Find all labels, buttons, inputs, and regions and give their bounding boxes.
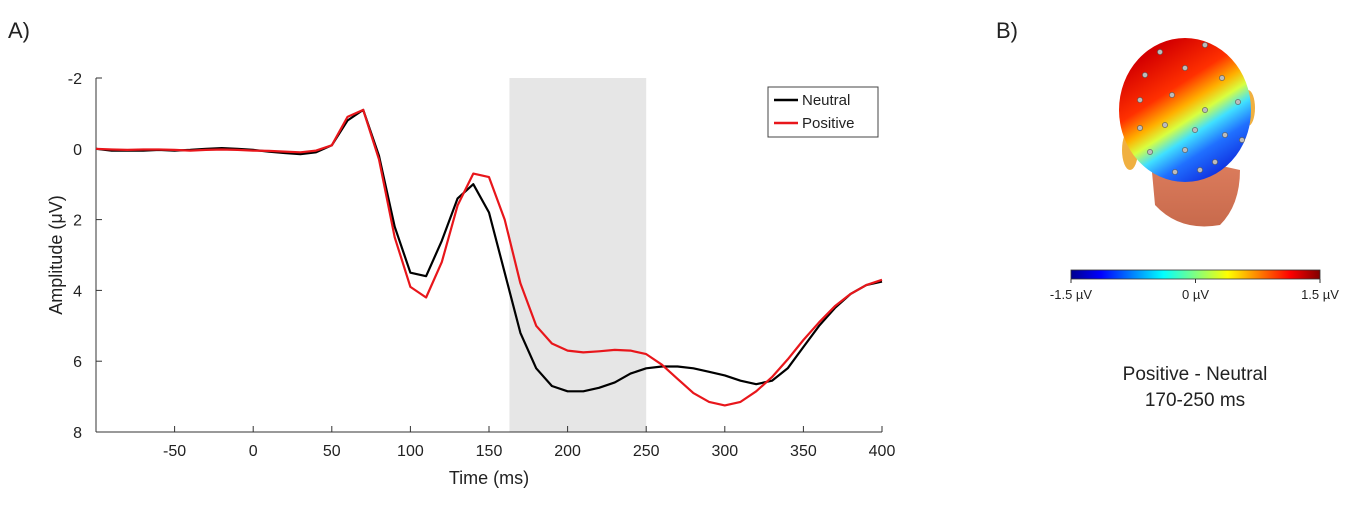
- x-tick-label: 350: [790, 443, 817, 460]
- electrode: [1137, 125, 1143, 131]
- x-tick-label: 0: [249, 443, 258, 460]
- x-tick-label: 400: [869, 443, 896, 460]
- shaded-window: [509, 78, 647, 432]
- x-tick-label: 300: [711, 443, 738, 460]
- y-tick-label: 4: [73, 283, 82, 300]
- panel-label: B): [996, 18, 1018, 43]
- y-tick-label: 2: [73, 213, 82, 230]
- x-tick-label: 200: [554, 443, 581, 460]
- electrode: [1142, 72, 1148, 78]
- electrode: [1137, 97, 1143, 103]
- electrode: [1182, 65, 1188, 71]
- electrode: [1182, 147, 1188, 153]
- legend-box: [767, 86, 879, 138]
- colorbar-tick-label: 0 µV: [1182, 287, 1209, 302]
- legend-label: Neutral: [802, 92, 850, 109]
- electrode: [1147, 149, 1153, 155]
- electrode: [1169, 92, 1175, 98]
- electrode: [1192, 127, 1198, 133]
- colorbar-tick-label: -1.5 µV: [1050, 287, 1093, 302]
- electrode: [1202, 42, 1208, 48]
- colorbar-tick-label: 1.5 µV: [1301, 287, 1339, 302]
- x-tick-label: 50: [323, 443, 341, 460]
- caption: 170-250 ms: [1145, 390, 1245, 411]
- electrode: [1212, 159, 1218, 165]
- colorbar: [1070, 269, 1321, 280]
- electrodes: [1137, 42, 1245, 175]
- electrode: [1222, 132, 1228, 138]
- electrode: [1157, 49, 1163, 55]
- y-tick-label: 8: [73, 425, 82, 442]
- y-tick-label: 0: [73, 142, 82, 159]
- x-tick-label: 100: [397, 443, 424, 460]
- x-tick-label: -50: [163, 443, 186, 460]
- x-tick-label: 150: [476, 443, 503, 460]
- scalp: [1119, 38, 1251, 182]
- electrode: [1197, 167, 1203, 173]
- electrode: [1172, 169, 1178, 175]
- head: [1119, 38, 1255, 227]
- electrode: [1219, 75, 1225, 81]
- series-line: [95, 108, 883, 407]
- y-axis-label: Amplitude (μV): [46, 195, 66, 314]
- y-tick-label: -2: [68, 71, 82, 88]
- y-tick-label: 6: [73, 354, 82, 371]
- legend-label: Positive: [802, 115, 855, 132]
- series-line: [95, 108, 883, 393]
- electrode: [1162, 122, 1168, 128]
- x-tick-label: 250: [633, 443, 660, 460]
- x-axis-label: Time (ms): [449, 468, 529, 488]
- panel-label: A): [8, 18, 30, 43]
- electrode: [1235, 99, 1241, 105]
- electrode: [1202, 107, 1208, 113]
- electrode: [1239, 137, 1245, 143]
- caption: Positive - Neutral: [1123, 364, 1268, 385]
